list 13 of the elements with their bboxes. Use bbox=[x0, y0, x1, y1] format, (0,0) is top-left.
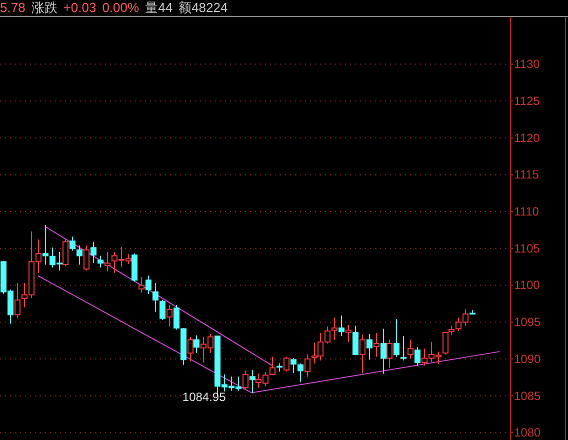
y-tick-label: 1095 bbox=[514, 315, 542, 330]
y-tick-label: 1120 bbox=[514, 130, 540, 145]
y-tick-label: 1100 bbox=[514, 278, 540, 292]
y-tick-label: 1085 bbox=[514, 388, 542, 403]
y-tick-label: 1080 bbox=[514, 426, 542, 440]
y-tick-label: 1125 bbox=[514, 94, 540, 108]
y-tick-label: 1090 bbox=[514, 352, 542, 366]
y-tick-label: 1115 bbox=[514, 168, 540, 182]
header: 5.78 涨跌 +0.03 0.00% 量44 额48224 bbox=[0, 0, 228, 15]
y-tick-label: 1105 bbox=[514, 241, 540, 256]
annotation: 1084.95 bbox=[182, 390, 226, 404]
y-tick-label: 1130 bbox=[514, 57, 540, 72]
y-tick-label: 1110 bbox=[514, 204, 540, 219]
